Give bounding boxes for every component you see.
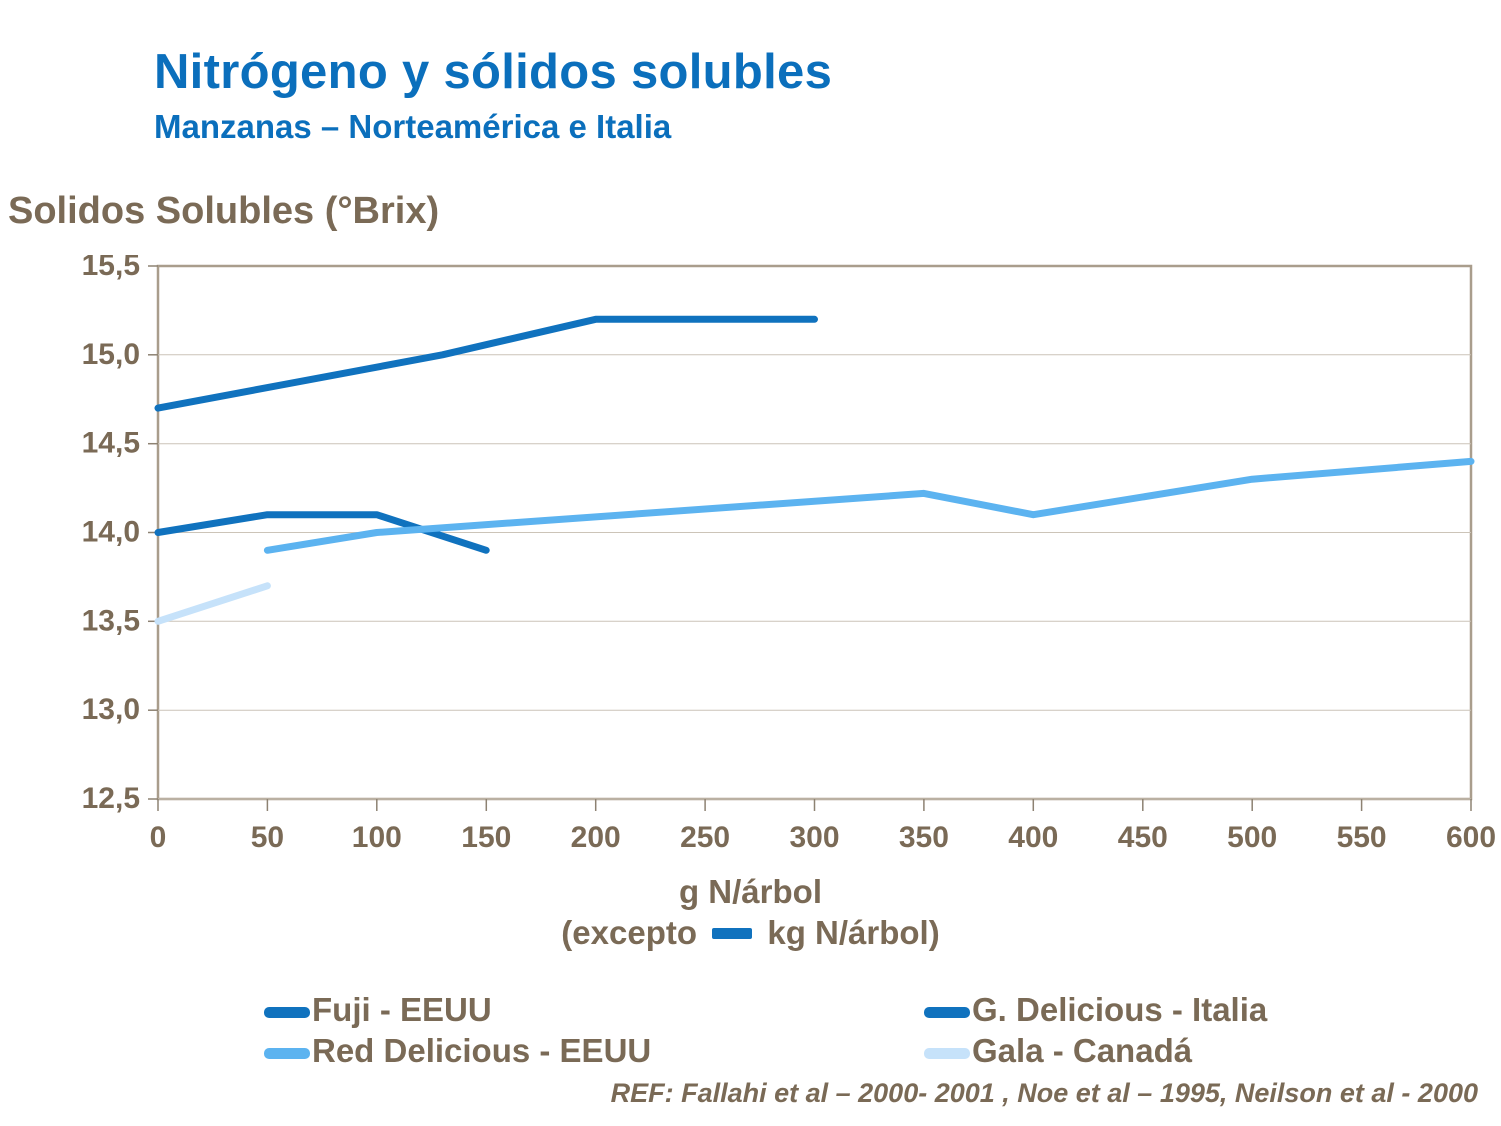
svg-text:12,5: 12,5 [82,782,140,815]
svg-text:450: 450 [1118,821,1168,854]
svg-text:14,5: 14,5 [82,427,140,460]
svg-text:150: 150 [461,821,511,854]
svg-text:13,0: 13,0 [82,693,140,726]
svg-text:250: 250 [680,821,730,854]
svg-text:0: 0 [150,821,167,854]
svg-text:500: 500 [1227,821,1277,854]
svg-text:15,0: 15,0 [82,338,140,371]
svg-text:550: 550 [1337,821,1387,854]
svg-text:600: 600 [1446,821,1496,854]
svg-text:15,5: 15,5 [82,255,140,282]
svg-text:400: 400 [1008,821,1058,854]
svg-text:14,0: 14,0 [82,516,140,549]
svg-text:100: 100 [352,821,402,854]
svg-text:350: 350 [899,821,949,854]
svg-text:200: 200 [571,821,621,854]
svg-text:13,5: 13,5 [82,604,140,637]
svg-text:50: 50 [251,821,284,854]
svg-text:300: 300 [789,821,839,854]
